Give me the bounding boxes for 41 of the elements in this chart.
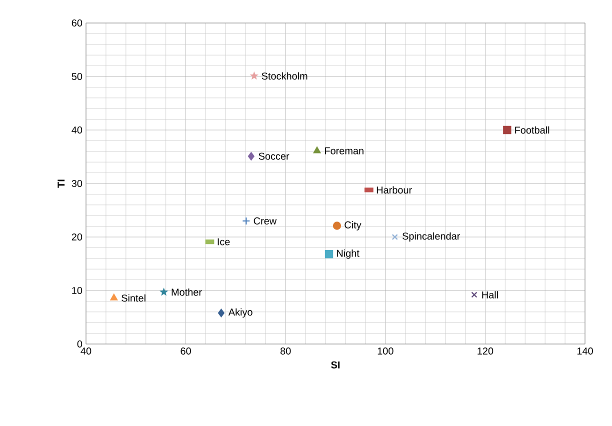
y-tick-label: 20	[72, 233, 82, 241]
point	[160, 288, 168, 296]
series-label: Akiyo	[228, 308, 252, 318]
y-tick-label: 40	[72, 126, 82, 134]
point	[503, 126, 512, 134]
series-label: Crew	[254, 217, 277, 224]
point	[110, 294, 118, 300]
series-label: Hall	[482, 291, 498, 298]
point	[471, 292, 478, 298]
series-label: Football	[515, 126, 550, 134]
x-tick-label: 80	[280, 348, 291, 355]
point	[392, 234, 398, 240]
series-label: Stockholm	[262, 72, 308, 80]
x-tick-label: 60	[180, 348, 191, 355]
y-axis-title: TI	[58, 180, 65, 188]
y-tick-label: 60	[72, 19, 82, 27]
point	[313, 146, 321, 154]
x-tick-label: 140	[577, 348, 593, 355]
series-label: Soccer	[258, 152, 290, 160]
series-label: Ice	[218, 238, 230, 246]
series-label: Harbour	[376, 186, 412, 194]
point	[248, 152, 254, 160]
x-axis-title: SI	[331, 361, 340, 368]
y-tick-label: 0	[77, 340, 82, 348]
x-tick-label: 100	[378, 348, 394, 355]
point	[332, 222, 342, 230]
y-tick-label: 30	[72, 180, 82, 188]
series-label: Spincalendar	[402, 232, 460, 242]
point	[250, 71, 258, 80]
series-label: Mother	[172, 288, 202, 296]
point	[242, 216, 250, 226]
point	[218, 308, 224, 318]
series-label: Foreman	[325, 147, 364, 154]
point	[324, 250, 334, 258]
series-label: City	[344, 221, 362, 230]
series-label: Night	[337, 249, 360, 259]
x-tick-label: 120	[478, 348, 494, 355]
x-tick-label: 40	[80, 348, 92, 355]
y-tick-label: 10	[72, 286, 82, 294]
series-label: Sintel	[122, 294, 146, 302]
y-tick-label: 50	[72, 72, 82, 80]
